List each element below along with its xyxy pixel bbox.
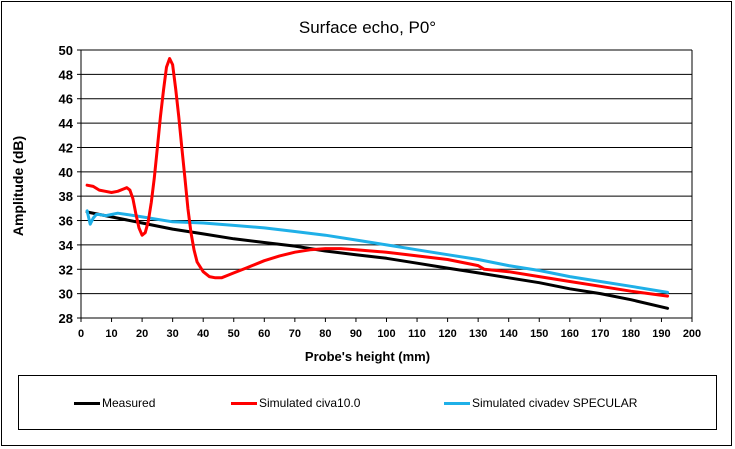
legend-item-civa10: Simulated civa10.0: [231, 396, 360, 410]
x-tick-label: 0: [78, 328, 84, 340]
y-tick-label: 36: [59, 214, 73, 229]
y-tick-label: 40: [59, 165, 73, 180]
y-tick-label: 50: [59, 43, 73, 58]
x-tick-label: 30: [167, 328, 179, 340]
x-tick-label: 200: [683, 328, 701, 340]
series-line-measured: [85, 210, 670, 310]
x-tick-label: 110: [408, 328, 426, 340]
x-tick-label: 10: [105, 328, 117, 340]
x-tick-label: 60: [258, 328, 270, 340]
x-tick-label: 180: [622, 328, 640, 340]
legend-label: Simulated civa10.0: [259, 396, 361, 410]
y-tick-label: 30: [59, 287, 73, 302]
x-tick-label: 80: [319, 328, 331, 340]
x-tick-label: 90: [350, 328, 362, 340]
x-tick-label: 190: [652, 328, 670, 340]
x-tick-label: 170: [591, 328, 609, 340]
y-tick-label: 34: [59, 238, 74, 253]
legend-label: Measured: [102, 396, 156, 410]
x-tick-label: 20: [136, 328, 148, 340]
y-tick-label: 48: [59, 67, 73, 82]
x-tick-label: 100: [377, 328, 395, 340]
x-tick-label: 150: [530, 328, 548, 340]
legend-swatch: [231, 401, 257, 405]
x-tick-label: 120: [438, 328, 456, 340]
legend-label: Simulated civadev SPECULAR: [472, 396, 638, 410]
y-tick-label: 44: [59, 116, 74, 131]
series-line-simulated-civadev-specular: [85, 209, 670, 294]
legend-item-civadev: Simulated civadev SPECULAR: [444, 396, 637, 410]
y-tick-label: 42: [59, 140, 73, 155]
y-tick-label: 46: [59, 92, 73, 107]
x-tick-label: 130: [469, 328, 487, 340]
x-tick-label: 160: [561, 328, 579, 340]
legend-item-measured: Measured: [74, 396, 155, 410]
legend-swatch: [74, 401, 100, 405]
x-tick-label: 50: [228, 328, 240, 340]
y-tick-label: 32: [59, 262, 73, 277]
x-tick-label: 40: [197, 328, 209, 340]
series-line-simulated-civa10-0: [85, 57, 670, 298]
y-tick-label: 38: [59, 189, 73, 204]
x-tick-label: 70: [289, 328, 301, 340]
y-tick-label: 28: [59, 311, 73, 326]
x-tick-label: 140: [500, 328, 518, 340]
legend: Measured Simulated civa10.0 Simulated ci…: [18, 375, 717, 430]
x-axis-label: Probe's height (mm): [304, 349, 431, 364]
legend-swatch: [444, 401, 470, 405]
chart-title: Surface echo, P0°: [298, 18, 437, 37]
